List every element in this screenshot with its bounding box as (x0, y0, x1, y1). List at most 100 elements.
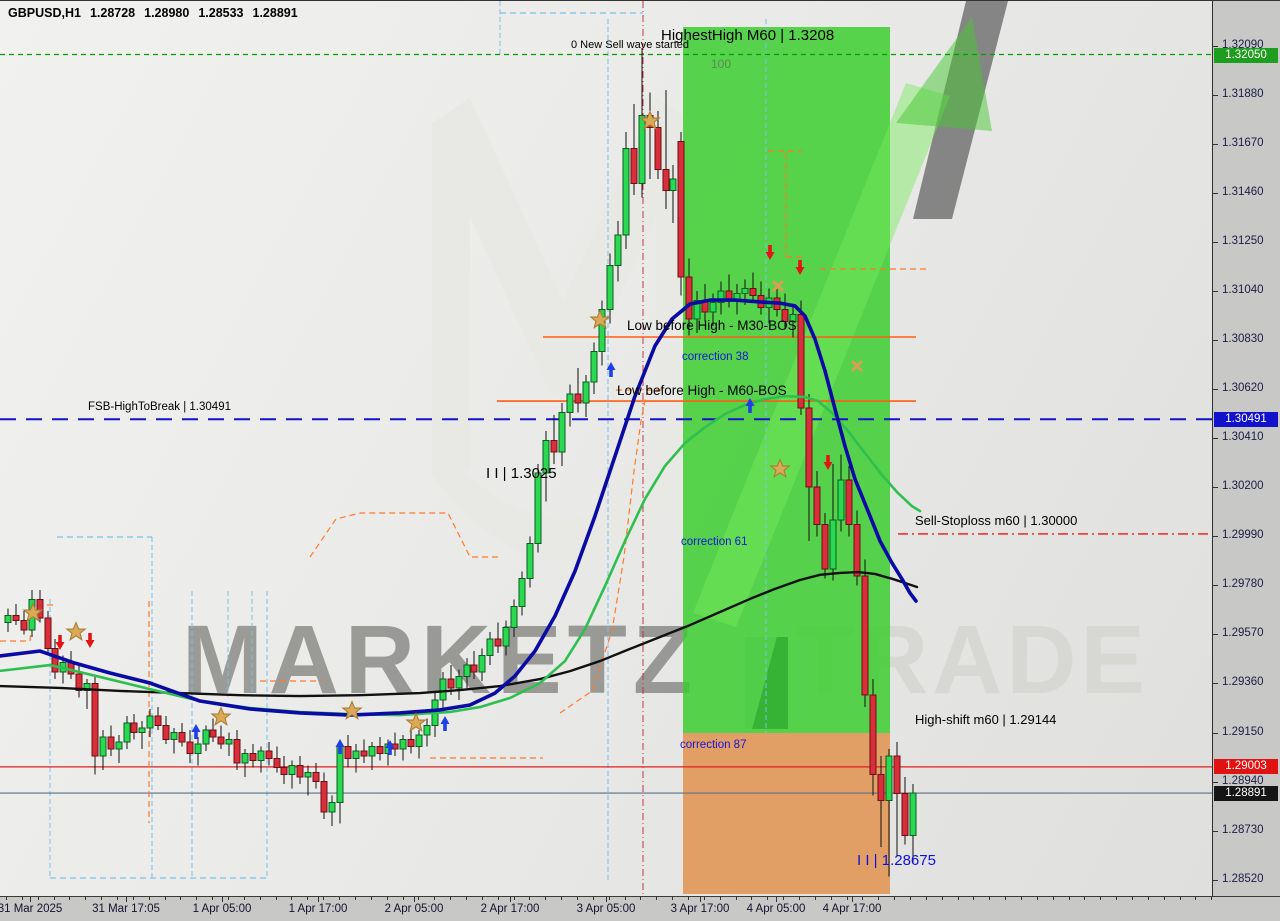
time-minor-tick (6, 897, 7, 900)
time-minor-tick (1211, 897, 1212, 900)
bull-candle (693, 299, 701, 320)
highest-high-label: HighestHigh M60 | 1.3208 (661, 27, 834, 44)
m60-bos-label: Low before High - M60-BOS (617, 383, 787, 398)
bull-candle (566, 393, 574, 413)
time-tick-mark (414, 897, 415, 902)
price-axis[interactable]: 1.32090 1.31880 1.31670 1.31460 1.31250 1.310… (1212, 1, 1280, 896)
bear-candle (749, 288, 757, 297)
bull-candle (526, 542, 534, 579)
price-tick-label: 1.28940 (1222, 774, 1264, 787)
time-minor-tick (180, 897, 181, 900)
time-minor-tick (466, 897, 467, 900)
time-tick-label: 3 Apr 17:00 (670, 903, 730, 915)
time-minor-tick (561, 897, 562, 900)
bear-candle (447, 678, 455, 689)
price-tick-mark (1213, 732, 1218, 734)
bull-candle (439, 678, 447, 701)
time-minor-tick (862, 897, 863, 900)
time-minor-tick (482, 897, 483, 900)
bull-candle (352, 750, 360, 759)
time-minor-tick (244, 897, 245, 900)
x-marker-icon (850, 359, 864, 373)
time-minor-tick (894, 897, 895, 900)
price-tick-mark (1213, 830, 1218, 832)
ohlc-header: GBPUSD,H1 1.28728 1.28980 1.28533 1.28891 (8, 6, 307, 20)
time-minor-tick (783, 897, 784, 900)
bull-candle (606, 264, 614, 311)
bear-candle (320, 781, 328, 813)
price-tick-label: 1.28520 (1222, 872, 1264, 885)
time-minor-tick (1116, 897, 1117, 900)
time-minor-tick (1053, 897, 1054, 900)
sell-arrow-icon (823, 455, 833, 470)
time-minor-tick (926, 897, 927, 900)
bear-candle (12, 615, 20, 621)
buy-arrow-icon (606, 362, 616, 377)
bull-candle (590, 351, 598, 383)
time-minor-tick (307, 897, 308, 900)
bear-candle (781, 309, 789, 322)
time-minor-tick (545, 897, 546, 900)
price-tick-label: 1.31880 (1222, 87, 1264, 100)
price-tick-mark (1213, 634, 1218, 636)
price-tick-label: 1.29150 (1222, 725, 1264, 738)
fractal-star-icon (405, 712, 427, 732)
time-tick-mark (126, 897, 127, 902)
bear-candle (869, 694, 877, 776)
bear-candle (107, 736, 115, 750)
time-minor-tick (196, 897, 197, 900)
time-tick-label: 31 Mar 17:05 (92, 903, 160, 915)
bull-candle (909, 792, 917, 836)
symbol-period: GBPUSD,H1 (8, 6, 81, 20)
bear-candle (265, 750, 273, 759)
sell-arrow-icon (795, 260, 805, 275)
bear-candle (861, 575, 869, 696)
time-minor-tick (751, 897, 752, 900)
bull-candle (257, 750, 265, 762)
time-tick-mark (30, 897, 31, 902)
m30-bos-label: Low before High - M30-BOS (627, 318, 797, 333)
fractal-star-icon (589, 309, 611, 329)
swing-13025-label: I I | 1.3025 (486, 465, 557, 482)
bear-candle (344, 746, 352, 759)
time-minor-tick (688, 897, 689, 900)
bull-candle (717, 290, 725, 304)
price-tick-label: 1.30200 (1222, 480, 1264, 493)
bull-candle (534, 472, 542, 544)
bear-candle (494, 638, 502, 647)
bull-candle (336, 746, 344, 804)
bear-candle (574, 393, 582, 404)
logo-swoosh (432, 437, 700, 562)
swing-128675-label: I I | 1.28675 (857, 852, 936, 869)
time-minor-tick (514, 897, 515, 900)
bear-candle (91, 682, 99, 757)
bull-candle (463, 664, 471, 677)
bear-candle (813, 486, 821, 526)
price-badge-1.30491: 1.30491 (1214, 411, 1278, 427)
bull-candle (622, 147, 630, 236)
price-tick-mark (1213, 487, 1218, 489)
bull-candle (368, 746, 376, 757)
price-tick-mark (1213, 879, 1218, 881)
bull-candle (478, 654, 486, 673)
time-minor-tick (672, 897, 673, 900)
low-value: 1.28533 (198, 6, 244, 20)
fsb-high-label: FSB-HighToBreak | 1.30491 (88, 401, 231, 413)
price-chart[interactable]: MARKETZ TRADE 0 New Sell wave started Hig… (0, 1, 1212, 896)
sell-arrow-icon (765, 245, 775, 260)
buy-arrow-icon (191, 724, 201, 739)
fractal-star-icon (341, 700, 363, 720)
bull-candle (83, 682, 91, 692)
fractal-star-icon (769, 458, 791, 478)
time-minor-tick (371, 897, 372, 900)
price-tick-label: 1.31250 (1222, 234, 1264, 247)
bull-candle (885, 755, 893, 801)
bear-candle (901, 792, 909, 836)
time-minor-tick (117, 897, 118, 900)
price-tick-label: 1.31670 (1222, 136, 1264, 149)
price-badge-1.28891: 1.28891 (1214, 785, 1278, 801)
time-axis[interactable]: 31 Mar 2025 31 Mar 17:05 1 Apr 05:00 1 Apr … (0, 896, 1280, 921)
bear-candle (280, 767, 288, 776)
